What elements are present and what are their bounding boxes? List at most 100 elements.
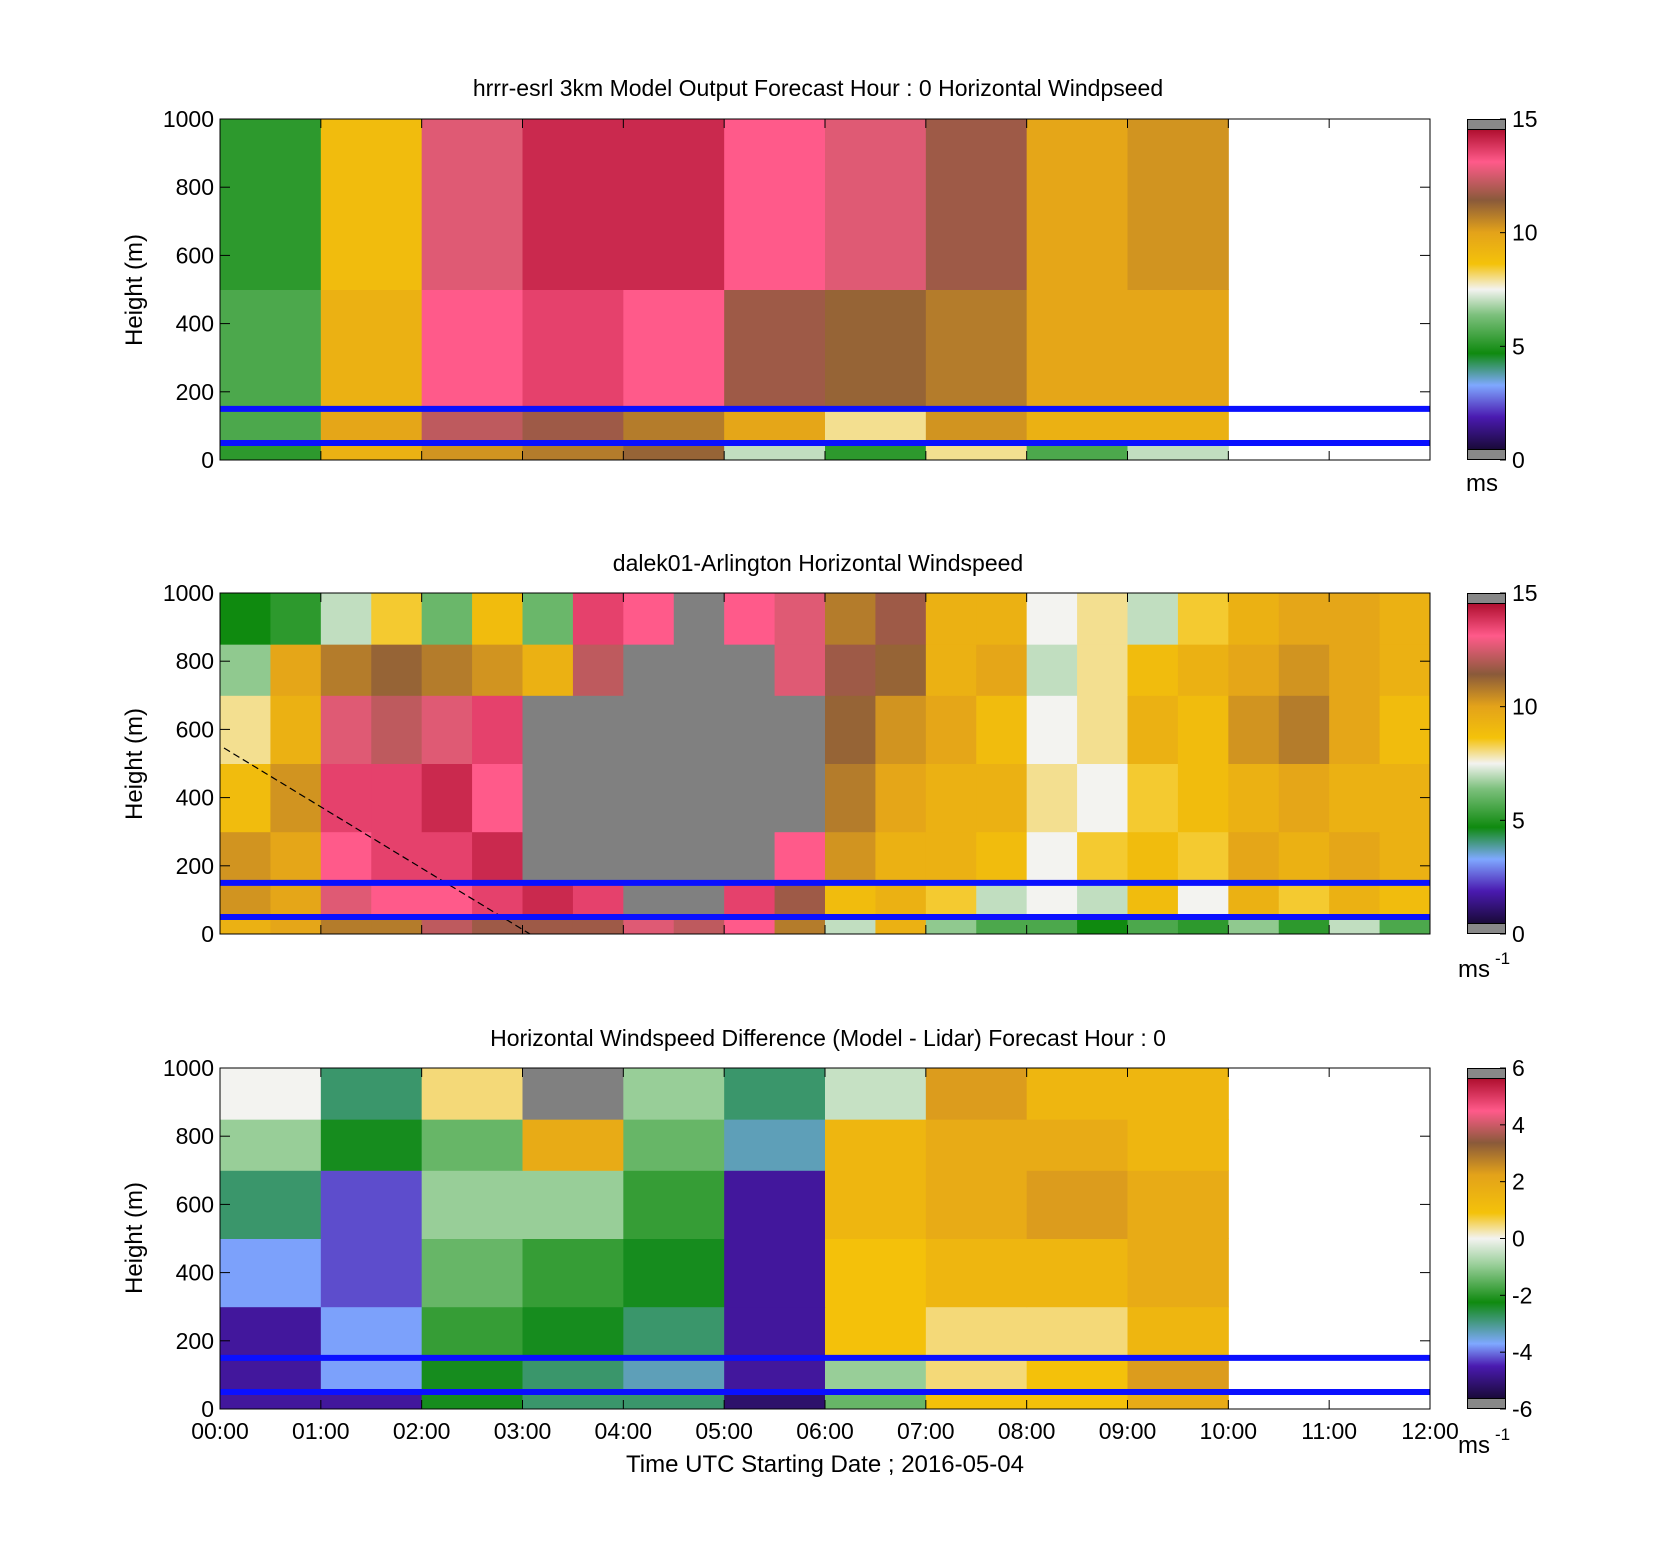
heatmap-cell: [925, 644, 977, 696]
heatmap-cell: [1026, 916, 1078, 935]
y-tick-label: 0: [201, 921, 214, 947]
heatmap-cell: [1077, 644, 1128, 696]
heatmap-cell: [522, 442, 624, 461]
heatmap-cell: [925, 1391, 1028, 1410]
heatmap-cell: [1077, 831, 1128, 884]
heatmap-cell: [472, 882, 523, 918]
heatmap-cell: [1379, 831, 1431, 884]
colorbar-tick-label: 2: [1512, 1169, 1525, 1195]
heatmap-cell: [1026, 593, 1078, 645]
heatmap-cell: [1127, 1306, 1229, 1359]
heatmap-cell: [623, 119, 725, 290]
colorbar-tick-label: 10: [1512, 694, 1538, 720]
colorbar-ticks: 0 5 10 15: [1500, 106, 1538, 473]
heatmap-cell: [724, 1170, 826, 1239]
heatmap-cell: [320, 916, 372, 935]
heatmap-cell: [724, 408, 826, 444]
heatmap-cell: [825, 593, 876, 645]
colorbar-out-high: [1468, 1069, 1505, 1078]
heatmap-cell: [623, 831, 675, 884]
heatmap-cell: [1127, 1170, 1229, 1239]
y-axis-ticks: 0 200 400 600 800 1000: [163, 1055, 1430, 1422]
heatmap-cell: [421, 119, 523, 290]
heatmap-cell: [875, 593, 927, 645]
heatmap-cell: [623, 1170, 725, 1239]
heatmap-cell: [825, 1391, 927, 1410]
heatmap-cell: [825, 1170, 927, 1239]
heatmap-cell: [925, 442, 1028, 461]
heatmap-cell: [673, 831, 725, 884]
heatmap-cell: [724, 1357, 826, 1393]
heatmap-cell: [220, 882, 271, 918]
heatmap-cell: [522, 916, 574, 935]
heatmap-cell: [1127, 831, 1179, 884]
heatmap-cell: [220, 1119, 322, 1171]
heatmap-cell: [825, 1306, 927, 1359]
heatmap-cell: [1026, 1357, 1128, 1393]
y-tick-label: 1000: [163, 1055, 214, 1081]
heatmap-cell: [774, 831, 826, 884]
heatmap-cell: [724, 695, 776, 764]
heatmap-cell: [1127, 882, 1179, 918]
colorbar-unit: ms: [1458, 956, 1490, 983]
heatmap-cell: [1228, 763, 1280, 833]
heatmap-cell: [1228, 831, 1280, 884]
heatmap-cell: [724, 763, 776, 833]
heatmap-cell: [623, 593, 675, 645]
heatmap-cell: [320, 1119, 423, 1171]
x-axis-ticks: 00:00 01:00 02:00 03:00 04:00 05:00 06:00 07:00…: [191, 1068, 1459, 1444]
heatmap-cell: [1278, 916, 1330, 935]
heatmap-cell: [925, 289, 1028, 410]
heatmap-cell: [724, 644, 776, 696]
heatmap-cell: [522, 882, 574, 918]
heatmap-cell: [220, 119, 322, 290]
heatmap-cell: [421, 763, 473, 833]
dashed-slant-line: [223, 747, 531, 935]
heatmap-cell: [522, 1391, 624, 1410]
heatmap-cell: [976, 831, 1028, 884]
heatmap-cell: [875, 831, 927, 884]
y-axis-ticks: 0 200 400 600 800 1000: [163, 106, 1430, 473]
heatmap-cell: [371, 644, 423, 696]
heatmap-cell: [220, 1391, 322, 1410]
heatmap-cell: [1026, 763, 1078, 833]
heatmap-cell: [1278, 695, 1330, 764]
heatmap-cell: [925, 119, 1028, 290]
y-tick-label: 0: [201, 1396, 214, 1422]
heatmap-cell: [522, 1170, 624, 1239]
heatmap-cell: [1026, 119, 1128, 290]
heatmap-cell: [421, 695, 473, 764]
heatmap-cell: [1278, 831, 1330, 884]
x-tick-label: 07:00: [897, 1418, 955, 1444]
heatmap-cell: [320, 695, 372, 764]
heatmap-cell: [925, 763, 977, 833]
heatmap-cell: [572, 763, 624, 833]
heatmap-cell: [1026, 882, 1078, 918]
heatmap-cell: [1127, 1068, 1229, 1120]
x-tick-label: 08:00: [998, 1418, 1056, 1444]
heatmap-cell: [371, 882, 423, 918]
heatmap-cells: [220, 119, 1229, 461]
heatmap-cell: [925, 1306, 1028, 1359]
heatmap-cell: [220, 408, 322, 444]
heatmap-cell: [673, 593, 725, 645]
heatmap-cell: [976, 916, 1028, 935]
heatmap-cell: [1278, 763, 1330, 833]
heatmap-cell: [925, 1170, 1028, 1239]
heatmap-cell: [623, 1391, 725, 1410]
heatmap-cell: [522, 593, 574, 645]
heatmap-cell: [320, 1238, 423, 1308]
heatmap-cells: [220, 593, 1431, 935]
heatmap-cell: [421, 593, 473, 645]
heatmap-cell: [421, 1119, 523, 1171]
heatmap-cell: [623, 1068, 725, 1120]
heatmap-cell: [1329, 763, 1381, 833]
colorbar: 0 5 10 15 ms -1: [1458, 580, 1538, 983]
x-tick-label: 06:00: [796, 1418, 854, 1444]
heatmap-cell: [572, 916, 624, 935]
heatmap-cell: [270, 831, 322, 884]
heatmap-cell: [623, 916, 675, 935]
colorbar-tick-label: 0: [1512, 1226, 1525, 1252]
heatmap-cells: [220, 1068, 1229, 1410]
